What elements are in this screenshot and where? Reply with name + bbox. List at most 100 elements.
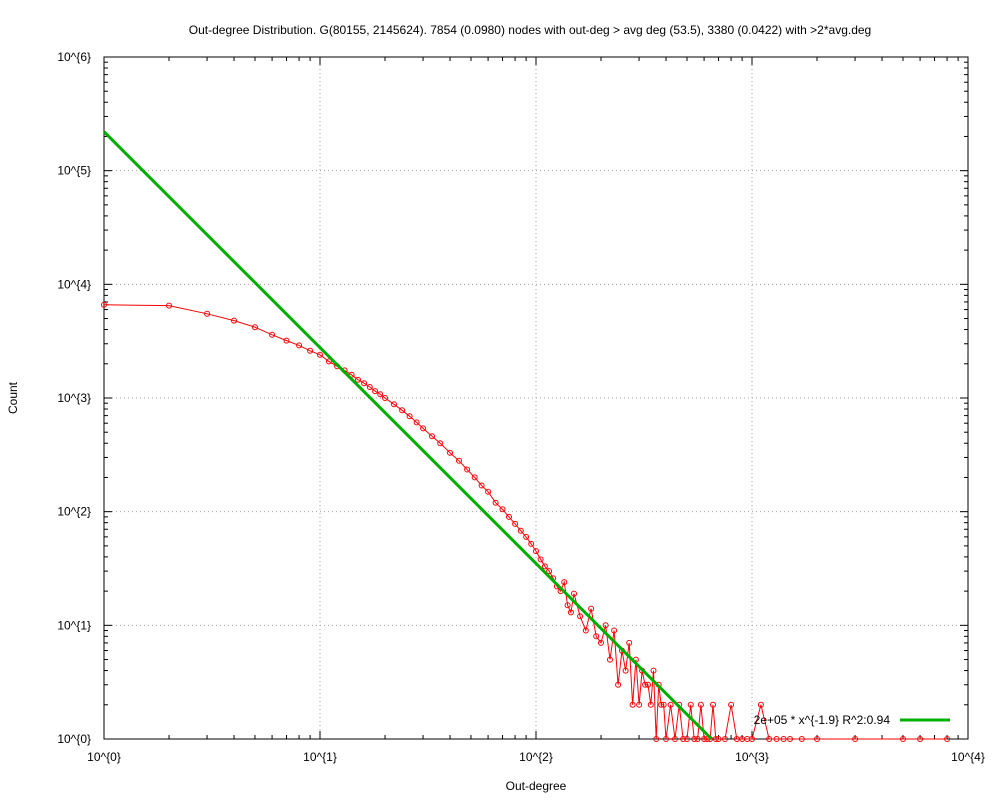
data-point	[399, 407, 406, 414]
series-fit	[102, 130, 713, 741]
data-point	[611, 627, 618, 634]
legend-label-fit: 2e+05 * x^{-1.9} R^2:0.94	[754, 713, 891, 727]
data-point	[464, 466, 471, 473]
data-point	[537, 556, 544, 563]
x-axis-label: Out-degree	[506, 779, 567, 793]
data-point	[252, 324, 258, 331]
data-point	[684, 736, 690, 742]
data-point	[406, 413, 413, 420]
y-tick-label: 10^{5}	[57, 164, 91, 178]
data-point	[533, 548, 539, 555]
data-point	[204, 310, 211, 317]
data-point	[307, 347, 314, 354]
data-point	[361, 380, 368, 387]
data-point	[667, 701, 674, 708]
y-tick-label: 10^{1}	[57, 618, 91, 632]
data-point	[546, 568, 553, 575]
data-point	[437, 440, 444, 447]
data-point	[325, 358, 332, 365]
data-point	[622, 667, 629, 674]
data-point	[382, 395, 388, 401]
data-point	[728, 701, 735, 708]
data-point	[602, 622, 609, 629]
data-point	[814, 736, 820, 742]
data-point	[101, 301, 107, 308]
data-point	[647, 701, 654, 708]
data-point	[626, 639, 633, 646]
data-point	[166, 302, 172, 309]
x-tick-label: 10^{0}	[87, 750, 121, 764]
data-point	[478, 482, 485, 489]
data-point	[660, 701, 667, 708]
data-point	[372, 388, 379, 395]
data-point	[694, 736, 701, 742]
series-line-fit	[102, 130, 713, 741]
data-point	[296, 342, 303, 349]
data-point	[900, 736, 906, 742]
data-point	[471, 474, 478, 481]
data-point	[588, 605, 595, 612]
data-point	[687, 701, 694, 708]
data-point	[523, 533, 530, 540]
data-point	[798, 736, 805, 742]
data-point	[773, 736, 780, 742]
data-point	[645, 681, 651, 688]
data-point	[766, 736, 773, 742]
data-point	[715, 736, 722, 742]
data-point	[710, 701, 716, 708]
data-point	[317, 351, 323, 358]
data-point	[636, 701, 643, 708]
data-point	[663, 736, 669, 742]
data-point	[366, 384, 373, 390]
data-point	[680, 736, 687, 742]
chart-title: Out-degree Distribution. G(80155, 214562…	[189, 23, 871, 37]
data-point	[787, 736, 793, 742]
data-point	[447, 449, 453, 456]
data-point	[653, 736, 660, 742]
data-point	[561, 579, 568, 586]
y-axis-label: Count	[6, 381, 20, 414]
data-point	[598, 639, 604, 646]
data-point	[691, 736, 698, 742]
data-point	[283, 337, 290, 344]
data-point	[672, 736, 678, 742]
data-point	[567, 609, 574, 616]
data-point	[593, 633, 600, 640]
grid	[104, 57, 968, 739]
data-point	[780, 736, 787, 742]
series-line-out-degree	[103, 304, 948, 740]
data-point	[650, 667, 657, 674]
data-point	[629, 701, 636, 708]
data-point	[722, 736, 728, 742]
x-tick-label: 10^{1}	[303, 750, 337, 764]
data-point	[658, 701, 665, 708]
data-point	[355, 376, 361, 383]
data-point	[582, 627, 589, 634]
data-point	[492, 499, 499, 506]
data-point	[485, 488, 492, 495]
y-tick-label: 10^{4}	[57, 277, 91, 291]
data-point	[456, 457, 462, 464]
data-point	[701, 736, 708, 742]
data-point	[391, 401, 397, 408]
data-point	[231, 317, 237, 324]
data-point	[541, 563, 548, 570]
data-point	[642, 681, 649, 688]
data-point	[512, 520, 519, 527]
data-point	[377, 391, 384, 398]
data-point	[420, 425, 427, 432]
legend: 2e+05 * x^{-1.9} R^2:0.94	[754, 713, 950, 727]
data-point	[413, 419, 420, 426]
data-point	[944, 736, 951, 742]
data-point	[917, 736, 924, 742]
y-tick-label: 10^{2}	[57, 505, 91, 519]
y-tick-label: 10^{3}	[57, 391, 91, 405]
data-point	[499, 506, 506, 513]
data-point	[269, 331, 276, 338]
data-point	[577, 613, 584, 620]
data-point	[757, 701, 764, 708]
data-point	[517, 527, 524, 534]
data-point	[571, 590, 577, 597]
data-point	[607, 656, 613, 663]
